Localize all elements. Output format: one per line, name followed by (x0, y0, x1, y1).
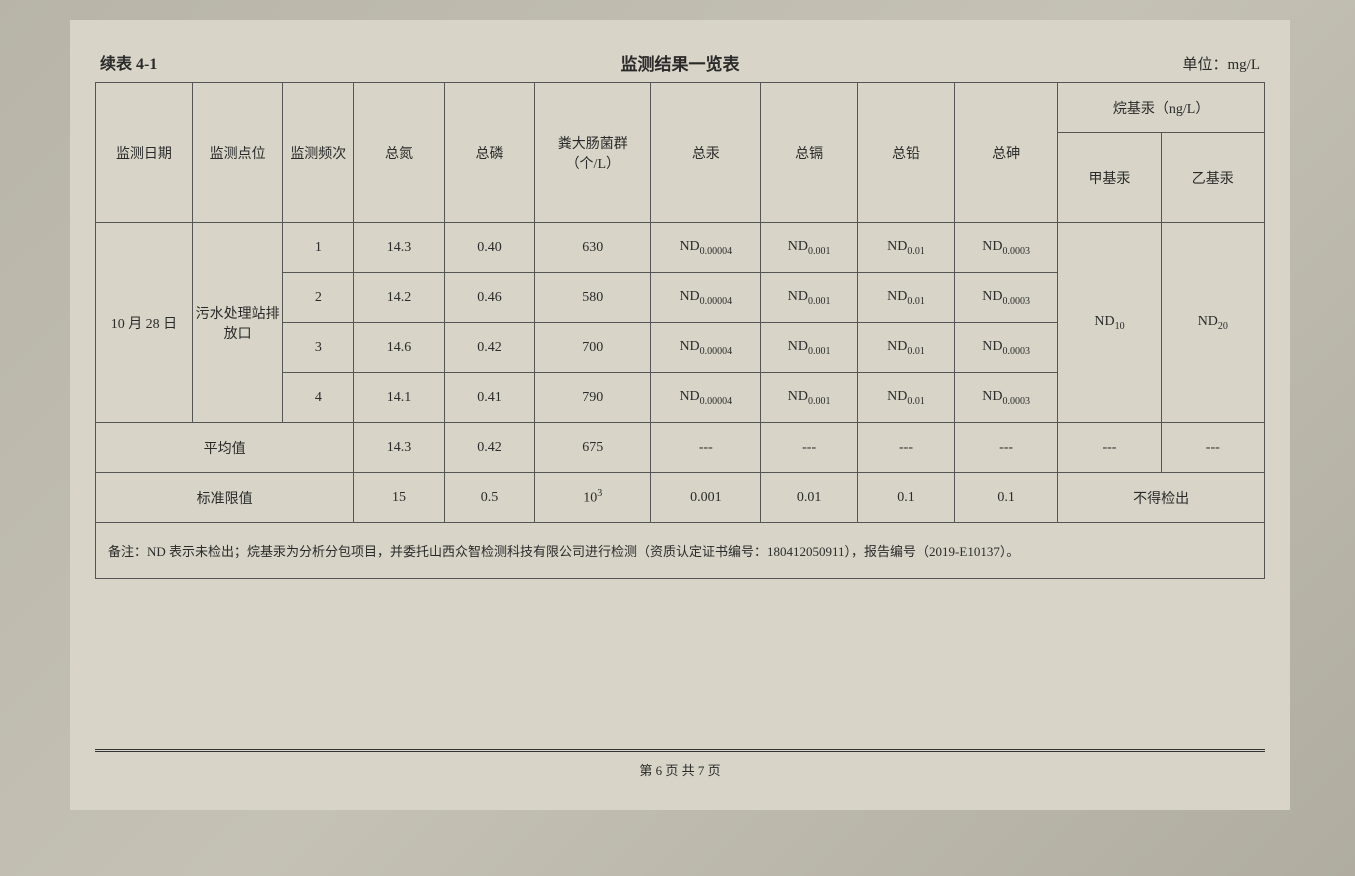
table-title: 监测结果一览表 (621, 50, 740, 75)
avg-as: --- (954, 423, 1057, 473)
cell-pb: ND0.01 (858, 323, 955, 373)
limit-as: 0.1 (954, 473, 1057, 523)
cell-cd: ND0.001 (761, 323, 858, 373)
header-row: 续表 4-1 监测结果一览表 单位：mg/L (95, 50, 1265, 74)
cell-as: ND0.0003 (954, 223, 1057, 273)
cell-freq: 1 (283, 223, 354, 273)
cell-hg: ND0.00004 (651, 323, 761, 373)
cell-p: 0.40 (444, 223, 534, 273)
cell-cd: ND0.001 (761, 223, 858, 273)
col-freq: 监测频次 (283, 83, 354, 223)
data-row-1: 10 月 28 日 污水处理站排放口 1 14.3 0.40 630 ND0.0… (96, 223, 1265, 273)
cell-freq: 4 (283, 373, 354, 423)
cell-fecal: 790 (535, 373, 651, 423)
avg-label: 平均值 (96, 423, 354, 473)
header-row-1: 监测日期 监测点位 监测频次 总氮 总磷 粪大肠菌群（个/L） 总汞 总镉 总铅… (96, 83, 1265, 133)
col-ethyl-hg: 乙基汞 (1161, 133, 1264, 223)
cell-fecal: 700 (535, 323, 651, 373)
col-total-hg: 总汞 (651, 83, 761, 223)
limit-p: 0.5 (444, 473, 534, 523)
cell-n: 14.2 (354, 273, 444, 323)
cell-n: 14.6 (354, 323, 444, 373)
avg-n: 14.3 (354, 423, 444, 473)
cell-fecal: 580 (535, 273, 651, 323)
avg-fecal: 675 (535, 423, 651, 473)
col-total-cd: 总镉 (761, 83, 858, 223)
cell-n: 14.1 (354, 373, 444, 423)
limit-alkyl: 不得检出 (1058, 473, 1265, 523)
col-methyl-hg: 甲基汞 (1058, 133, 1161, 223)
col-total-n: 总氮 (354, 83, 444, 223)
cell-pb: ND0.01 (858, 223, 955, 273)
cell-hg: ND0.00004 (651, 273, 761, 323)
cell-freq: 2 (283, 273, 354, 323)
avg-p: 0.42 (444, 423, 534, 473)
avg-cd: --- (761, 423, 858, 473)
cell-fecal: 630 (535, 223, 651, 273)
cell-methyl: ND10 (1058, 223, 1161, 423)
col-date: 监测日期 (96, 83, 193, 223)
cell-hg: ND0.00004 (651, 223, 761, 273)
limit-label: 标准限值 (96, 473, 354, 523)
cell-n: 14.3 (354, 223, 444, 273)
cell-p: 0.42 (444, 323, 534, 373)
unit-label: 单位：mg/L (1183, 53, 1261, 74)
footer-divider (95, 749, 1265, 752)
cell-hg: ND0.00004 (651, 373, 761, 423)
limit-pb: 0.1 (858, 473, 955, 523)
col-total-pb: 总铅 (858, 83, 955, 223)
table-label: 续表 4-1 (100, 50, 157, 74)
monitoring-results-table: 监测日期 监测点位 监测频次 总氮 总磷 粪大肠菌群（个/L） 总汞 总镉 总铅… (95, 82, 1265, 579)
col-fecal: 粪大肠菌群（个/L） (535, 83, 651, 223)
page-footer: 第 6 页 共 7 页 (70, 749, 1290, 780)
col-total-p: 总磷 (444, 83, 534, 223)
limit-hg: 0.001 (651, 473, 761, 523)
cell-point: 污水处理站排放口 (192, 223, 282, 423)
limit-cd: 0.01 (761, 473, 858, 523)
avg-pb: --- (858, 423, 955, 473)
cell-as: ND0.0003 (954, 373, 1057, 423)
limit-row: 标准限值 15 0.5 103 0.001 0.01 0.1 0.1 不得检出 (96, 473, 1265, 523)
col-point: 监测点位 (192, 83, 282, 223)
avg-row: 平均值 14.3 0.42 675 --- --- --- --- --- --… (96, 423, 1265, 473)
avg-methyl: --- (1058, 423, 1161, 473)
limit-fecal: 103 (535, 473, 651, 523)
note-row: 备注：ND 表示未检出；烷基汞为分析分包项目，并委托山西众智检测科技有限公司进行… (96, 523, 1265, 579)
cell-ethyl: ND20 (1161, 223, 1264, 423)
avg-ethyl: --- (1161, 423, 1264, 473)
document-page: 续表 4-1 监测结果一览表 单位：mg/L 监测日期 监测点位 监测频次 总氮… (70, 20, 1290, 810)
note-text: 备注：ND 表示未检出；烷基汞为分析分包项目，并委托山西众智检测科技有限公司进行… (96, 523, 1265, 579)
cell-p: 0.41 (444, 373, 534, 423)
cell-freq: 3 (283, 323, 354, 373)
cell-pb: ND0.01 (858, 273, 955, 323)
limit-n: 15 (354, 473, 444, 523)
page-number: 第 6 页 共 7 页 (639, 763, 720, 778)
cell-date: 10 月 28 日 (96, 223, 193, 423)
col-total-as: 总砷 (954, 83, 1057, 223)
avg-hg: --- (651, 423, 761, 473)
cell-p: 0.46 (444, 273, 534, 323)
cell-cd: ND0.001 (761, 273, 858, 323)
col-alkyl-hg: 烷基汞（ng/L） (1058, 83, 1265, 133)
cell-cd: ND0.001 (761, 373, 858, 423)
cell-as: ND0.0003 (954, 323, 1057, 373)
cell-pb: ND0.01 (858, 373, 955, 423)
cell-as: ND0.0003 (954, 273, 1057, 323)
